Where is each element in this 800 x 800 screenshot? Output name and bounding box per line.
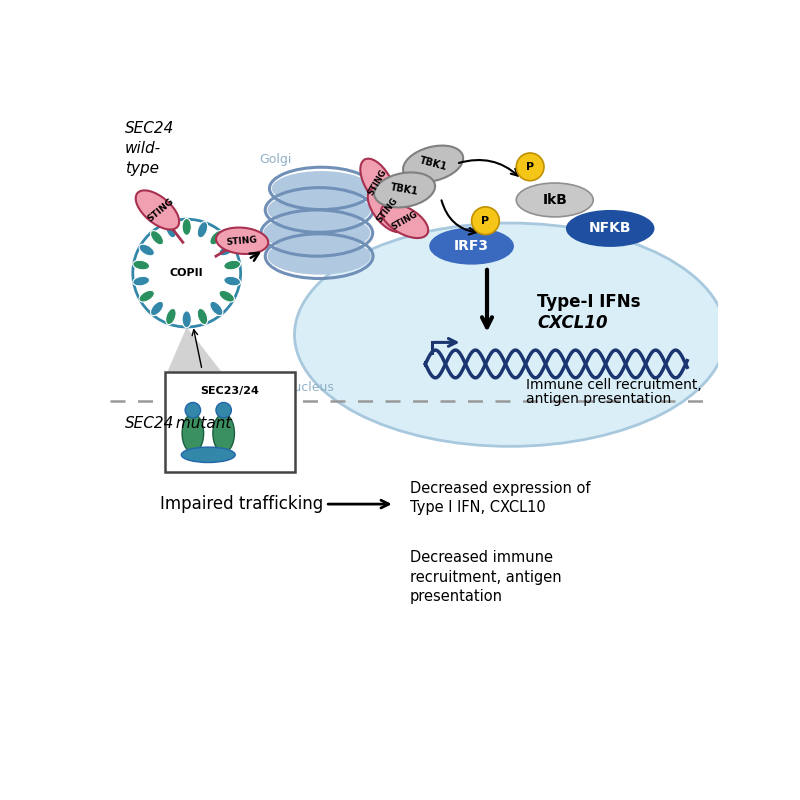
Ellipse shape	[368, 188, 406, 232]
Text: Decreased immune: Decreased immune	[410, 550, 553, 566]
Ellipse shape	[267, 238, 370, 274]
Ellipse shape	[294, 223, 726, 446]
Text: STING: STING	[146, 197, 175, 223]
Ellipse shape	[198, 308, 208, 325]
Ellipse shape	[213, 414, 234, 453]
Text: IRF3: IRF3	[454, 239, 489, 253]
Ellipse shape	[219, 290, 234, 302]
Text: Type I IFN, CXCL10: Type I IFN, CXCL10	[410, 501, 546, 515]
Circle shape	[472, 207, 499, 234]
Text: P: P	[482, 216, 490, 226]
Text: Nucleus: Nucleus	[285, 381, 335, 394]
Ellipse shape	[198, 222, 208, 238]
Ellipse shape	[150, 302, 163, 316]
Ellipse shape	[182, 414, 204, 453]
Ellipse shape	[360, 158, 395, 206]
Text: P: P	[526, 162, 534, 172]
FancyBboxPatch shape	[165, 372, 294, 472]
Text: mutant: mutant	[171, 415, 232, 430]
Ellipse shape	[166, 222, 176, 238]
Ellipse shape	[224, 276, 241, 286]
Ellipse shape	[150, 230, 163, 245]
Ellipse shape	[267, 191, 370, 229]
Circle shape	[516, 153, 544, 181]
Ellipse shape	[516, 183, 594, 217]
Text: Impaired trafficking: Impaired trafficking	[160, 495, 323, 513]
Text: TBK1: TBK1	[418, 155, 448, 172]
Ellipse shape	[182, 311, 191, 328]
Text: NFKB: NFKB	[589, 222, 631, 235]
Text: type: type	[125, 161, 159, 176]
Ellipse shape	[566, 210, 654, 247]
Ellipse shape	[272, 171, 371, 206]
Ellipse shape	[182, 218, 191, 235]
Ellipse shape	[430, 228, 514, 265]
Text: presentation: presentation	[410, 589, 503, 604]
Circle shape	[216, 402, 231, 418]
Ellipse shape	[224, 260, 241, 270]
Text: TBK1: TBK1	[390, 182, 419, 198]
Text: CXCL10: CXCL10	[537, 314, 608, 332]
Text: Golgi: Golgi	[259, 153, 291, 166]
Ellipse shape	[182, 447, 235, 462]
Ellipse shape	[263, 214, 370, 252]
Text: SEC24: SEC24	[125, 415, 174, 430]
Text: STING: STING	[226, 235, 258, 246]
Text: IkB: IkB	[542, 193, 567, 207]
Ellipse shape	[136, 190, 179, 230]
Ellipse shape	[216, 227, 268, 254]
Ellipse shape	[210, 230, 223, 245]
Circle shape	[185, 402, 201, 418]
Text: Decreased expression of: Decreased expression of	[410, 481, 590, 496]
Text: STING: STING	[374, 196, 399, 224]
Ellipse shape	[210, 302, 223, 316]
Ellipse shape	[374, 173, 435, 207]
Ellipse shape	[381, 203, 428, 238]
Ellipse shape	[403, 146, 463, 182]
Ellipse shape	[133, 276, 150, 286]
Ellipse shape	[139, 290, 154, 302]
Text: SEC24: SEC24	[125, 121, 174, 136]
Ellipse shape	[139, 244, 154, 256]
Text: COPII: COPII	[170, 268, 203, 278]
Text: wild-: wild-	[125, 141, 162, 156]
Text: STING: STING	[390, 210, 419, 232]
Text: SEC23/24: SEC23/24	[200, 386, 259, 395]
Text: STING: STING	[366, 167, 389, 197]
Ellipse shape	[133, 260, 150, 270]
Ellipse shape	[166, 308, 176, 325]
Text: antigen presentation: antigen presentation	[526, 392, 670, 406]
Text: recruitment, antigen: recruitment, antigen	[410, 570, 562, 585]
Text: Type-I IFNs: Type-I IFNs	[537, 294, 641, 311]
Circle shape	[133, 219, 241, 327]
Polygon shape	[167, 327, 222, 372]
Ellipse shape	[219, 244, 234, 256]
Text: Immune cell recruitment,: Immune cell recruitment,	[526, 378, 702, 392]
